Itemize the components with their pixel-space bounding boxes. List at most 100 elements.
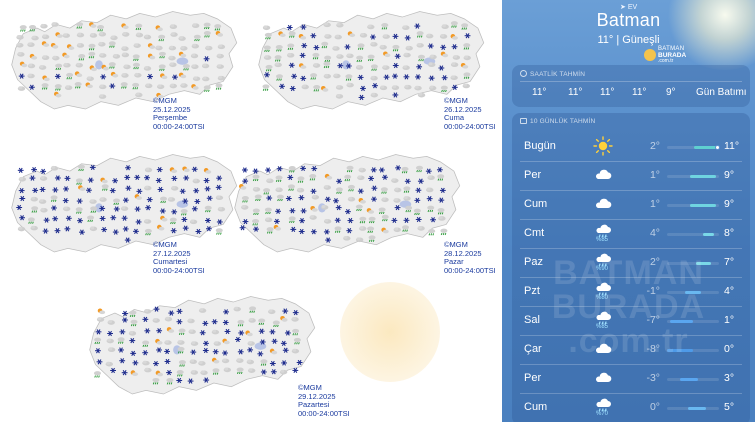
partly-sunny-icon: [182, 166, 190, 173]
hourly-forecast-card[interactable]: SAATLİK TAHMİN 11° 11° 11° 11° 9° Gün Ba…: [512, 65, 750, 107]
cloud-icon: [359, 226, 367, 231]
snow-icon: [181, 216, 188, 223]
turkey-outline: [11, 154, 238, 253]
snow-icon: [370, 34, 376, 40]
snow-icon: [357, 188, 364, 194]
daily-row[interactable]: Per -3° 3°: [512, 364, 750, 393]
snow-icon: [259, 339, 266, 345]
sleet-icon: [381, 23, 389, 30]
snow-icon: [368, 175, 374, 182]
snow-icon: [269, 360, 276, 367]
cloud-icon: [248, 318, 256, 323]
sleet-icon: [380, 187, 388, 194]
cloud-icon: [164, 316, 173, 322]
temp-range-fill: [690, 175, 717, 178]
cloud-icon: [426, 187, 434, 193]
sleet-icon: [368, 216, 376, 224]
daily-row[interactable]: Paz %90 2° 7°: [512, 248, 750, 277]
sleet-icon: [292, 328, 300, 336]
cloud-icon: [201, 63, 210, 69]
partly-sunny-icon: [62, 52, 70, 59]
daily-row[interactable]: Cum 1° 9°: [512, 190, 750, 219]
snow-icon: [378, 167, 385, 173]
cloud-icon: [346, 82, 354, 88]
cloud-icon: [169, 24, 178, 29]
precip-chance: %85: [596, 237, 609, 243]
sleet-icon: [130, 319, 138, 327]
cloud-icon: [359, 32, 368, 38]
cloud-icon: [39, 176, 48, 181]
snow-icon: [19, 195, 26, 202]
snow-icon: [16, 204, 23, 211]
low-temp: 1°: [649, 198, 660, 210]
snow-icon: [417, 178, 424, 184]
low-temp: 4°: [649, 227, 660, 239]
daily-row[interactable]: Per 1° 9°: [512, 161, 750, 190]
partly-sunny-icon: [320, 86, 329, 92]
daily-row[interactable]: Cum %70 0° 5°: [512, 393, 750, 422]
snow-icon: [258, 328, 265, 334]
city-name: Batman: [596, 10, 661, 30]
snow-icon: [265, 167, 271, 173]
snow-icon: [122, 226, 129, 232]
sleet-icon: [93, 371, 101, 378]
partly-sunny-icon: [19, 61, 28, 68]
partly-sunny-icon: [155, 338, 163, 345]
snow-icon: [43, 217, 50, 223]
sleet-icon: [54, 84, 62, 91]
sleet-icon: [392, 44, 400, 52]
cloud-icon: [241, 205, 249, 210]
current-condition: 11° | Güneşli: [597, 34, 660, 46]
sleet-icon: [108, 41, 116, 48]
daily-row[interactable]: Cmt %85 4° 8°: [512, 219, 750, 248]
map-credit: ©MGM: [444, 240, 468, 249]
snow-icon: [403, 217, 410, 223]
snow-icon: [394, 204, 401, 211]
sleet-icon: [313, 85, 321, 92]
snow-icon: [392, 33, 399, 40]
cloud-icon: [324, 34, 332, 39]
sleet-icon: [252, 219, 260, 226]
snow-icon: [451, 44, 458, 50]
snow-icon: [292, 367, 299, 374]
snow-icon: [237, 349, 244, 355]
cloud-icon: [333, 73, 341, 79]
snow-icon: [323, 229, 330, 235]
snow-icon: [122, 317, 128, 323]
sleet-icon: [19, 25, 27, 32]
sleet-icon: [132, 62, 140, 70]
low-temp: -3°: [646, 372, 660, 384]
snow-icon: [296, 359, 303, 366]
daily-row[interactable]: Çar -8° 0°: [512, 335, 750, 364]
cloud-icon: [381, 197, 389, 203]
forecast-maps-panel: ©MGM 25.12.2025 Perşembe 00:00-24:00TSI …: [11, 11, 496, 418]
sleet-icon: [203, 31, 211, 38]
cloud-icon: [248, 368, 256, 373]
sleet-icon: [158, 51, 166, 59]
partly-sunny-icon: [178, 51, 187, 58]
cloud-icon: [403, 52, 411, 58]
rain-icon: [592, 309, 614, 331]
cloud-icon: [312, 63, 321, 68]
cloud-icon: [106, 338, 114, 344]
map-hours: 00:00-24:00TSI: [444, 121, 496, 131]
snow-icon: [300, 208, 307, 214]
snow-icon: [142, 350, 149, 356]
snow-icon: [235, 336, 241, 343]
daily-row[interactable]: Bugün 2° 11°: [512, 132, 750, 161]
sleet-icon: [334, 226, 342, 233]
snow-icon: [310, 33, 317, 39]
sleet-icon: [129, 310, 137, 318]
sleet-icon: [370, 64, 378, 71]
snow-icon: [95, 348, 101, 354]
sleet-icon: [132, 54, 140, 61]
daily-row[interactable]: Pzt %80 -1° 4°: [512, 277, 750, 306]
day-name: Pzt: [524, 285, 540, 297]
daily-forecast-card[interactable]: 10 GÜNLÜK TAHMİN Bugün 2° 11° Per 1° 9° Cum 1° 9…: [512, 113, 750, 422]
daily-row[interactable]: Sal %85 -7° 1°: [512, 306, 750, 335]
snow-icon: [164, 348, 171, 355]
snow-icon: [266, 195, 273, 201]
snow-icon: [241, 167, 248, 173]
snow-icon: [430, 217, 436, 223]
snow-icon: [125, 185, 132, 191]
